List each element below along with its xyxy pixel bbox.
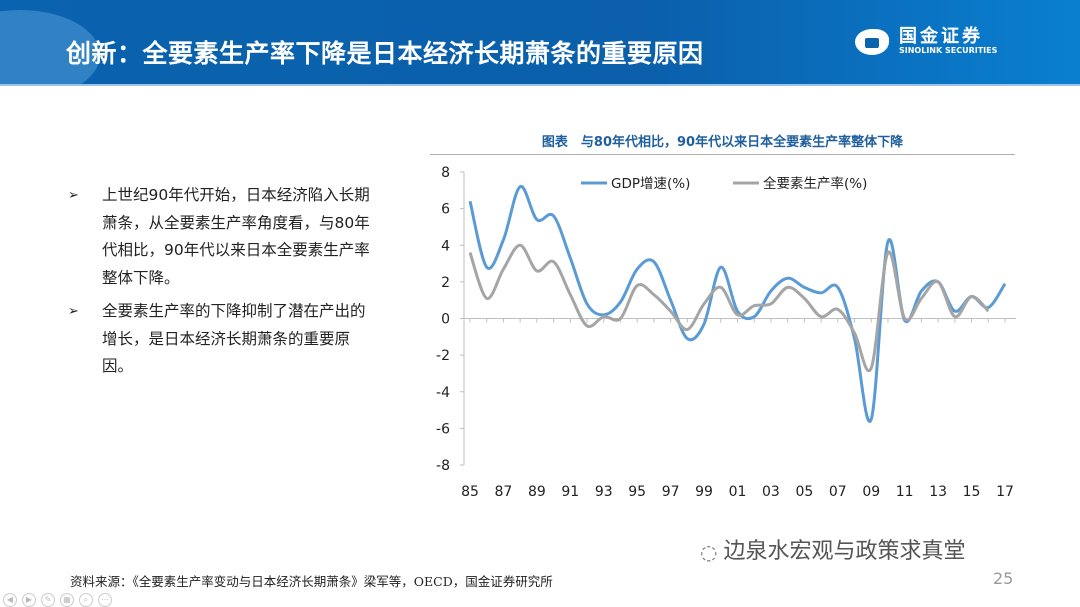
- series-line-1: [468, 243, 990, 373]
- x-tick-label: 11: [896, 484, 914, 500]
- source-note: 资料来源：《全要素生产率变动与日本经济长期萧条》梁军等，OECD，国金证券研究所: [70, 574, 553, 589]
- arrow-right-icon: ➢: [68, 304, 79, 319]
- series-line-0: [468, 185, 1007, 423]
- page-number: 25: [993, 569, 1014, 588]
- x-tick-label: 91: [561, 484, 579, 500]
- x-tick-label: 07: [829, 484, 847, 500]
- y-tick-label: -6: [436, 421, 450, 437]
- y-tick-label: 4: [441, 238, 450, 254]
- y-tick-label: 8: [441, 165, 450, 181]
- x-tick-label: 09: [862, 484, 880, 500]
- slide-nav: ◀ ▶ ✎ ▦ ⌕ ⋯: [3, 593, 112, 607]
- bullet-text: 全要素生产率的下降抑制了潜在产出的增长，是日本经济长期萧条的重要原因。: [102, 302, 366, 375]
- x-tick-label: 13: [929, 484, 947, 500]
- zoom-icon[interactable]: ⌕: [79, 593, 93, 607]
- slide-title: 创新：全要素生产率下降是日本经济长期萧条的重要原因: [66, 39, 704, 68]
- bullet-list: ➢ 上世纪90年代开始，日本经济陷入长期萧条，从全要素生产率角度看，与80年代相…: [68, 182, 378, 387]
- y-tick-label: 0: [441, 312, 450, 328]
- arrow-right-icon: ➢: [68, 188, 79, 203]
- x-tick-label: 85: [461, 484, 479, 500]
- x-tick-label: 03: [762, 484, 780, 500]
- watermark: ◌ 边泉水宏观与政策求真堂: [700, 539, 966, 565]
- logo-cn: 国金证券: [899, 26, 983, 47]
- header-banner: 创新：全要素生产率下降是日本经济长期萧条的重要原因 国金证券 SINOLINK …: [0, 0, 1080, 86]
- sinolink-logo: 国金证券 SINOLINK SECURITIES: [855, 28, 997, 55]
- logo-en: SINOLINK SECURITIES: [899, 46, 998, 55]
- slides-icon[interactable]: ▦: [60, 593, 74, 607]
- more-icon[interactable]: ⋯: [98, 593, 112, 607]
- x-tick-label: 01: [729, 484, 747, 500]
- bullet-text: 上世纪90年代开始，日本经济陷入长期萧条，从全要素生产率角度看，与80年代相比，…: [102, 186, 370, 287]
- chart-title: 图表 与80年代相比，90年代以来日本全要素生产率整体下降: [541, 135, 904, 150]
- x-tick-label: 95: [628, 484, 646, 500]
- x-tick-label: 15: [963, 484, 981, 500]
- y-tick-label: 2: [441, 275, 450, 291]
- x-tick-label: 17: [996, 484, 1014, 500]
- x-tick-label: 89: [528, 484, 546, 500]
- x-tick-label: 99: [695, 484, 713, 500]
- pen-icon[interactable]: ✎: [41, 593, 55, 607]
- wechat-icon: ◌: [700, 540, 718, 564]
- x-tick-label: 97: [662, 484, 680, 500]
- legend-label: 全要素生产率(%): [763, 175, 867, 192]
- bullet-item: ➢ 上世纪90年代开始，日本经济陷入长期萧条，从全要素生产率角度看，与80年代相…: [68, 182, 378, 292]
- chart-title-divider: [430, 154, 1015, 155]
- x-tick-label: 93: [595, 484, 613, 500]
- logo-mark-icon: [855, 28, 889, 55]
- prev-slide-icon[interactable]: ◀: [3, 593, 17, 607]
- x-tick-label: 87: [495, 484, 513, 500]
- watermark-text: 边泉水宏观与政策求真堂: [723, 539, 966, 564]
- y-tick-label: -2: [436, 348, 450, 364]
- y-tick-label: -4: [436, 385, 450, 401]
- next-slide-icon[interactable]: ▶: [22, 593, 36, 607]
- bullet-item: ➢ 全要素生产率的下降抑制了潜在产出的增长，是日本经济长期萧条的重要原因。: [68, 298, 378, 381]
- y-tick-label: 6: [441, 202, 450, 218]
- y-tick-label: -8: [436, 458, 450, 474]
- legend-label: GDP增速(%): [611, 176, 690, 192]
- x-tick-label: 05: [795, 484, 813, 500]
